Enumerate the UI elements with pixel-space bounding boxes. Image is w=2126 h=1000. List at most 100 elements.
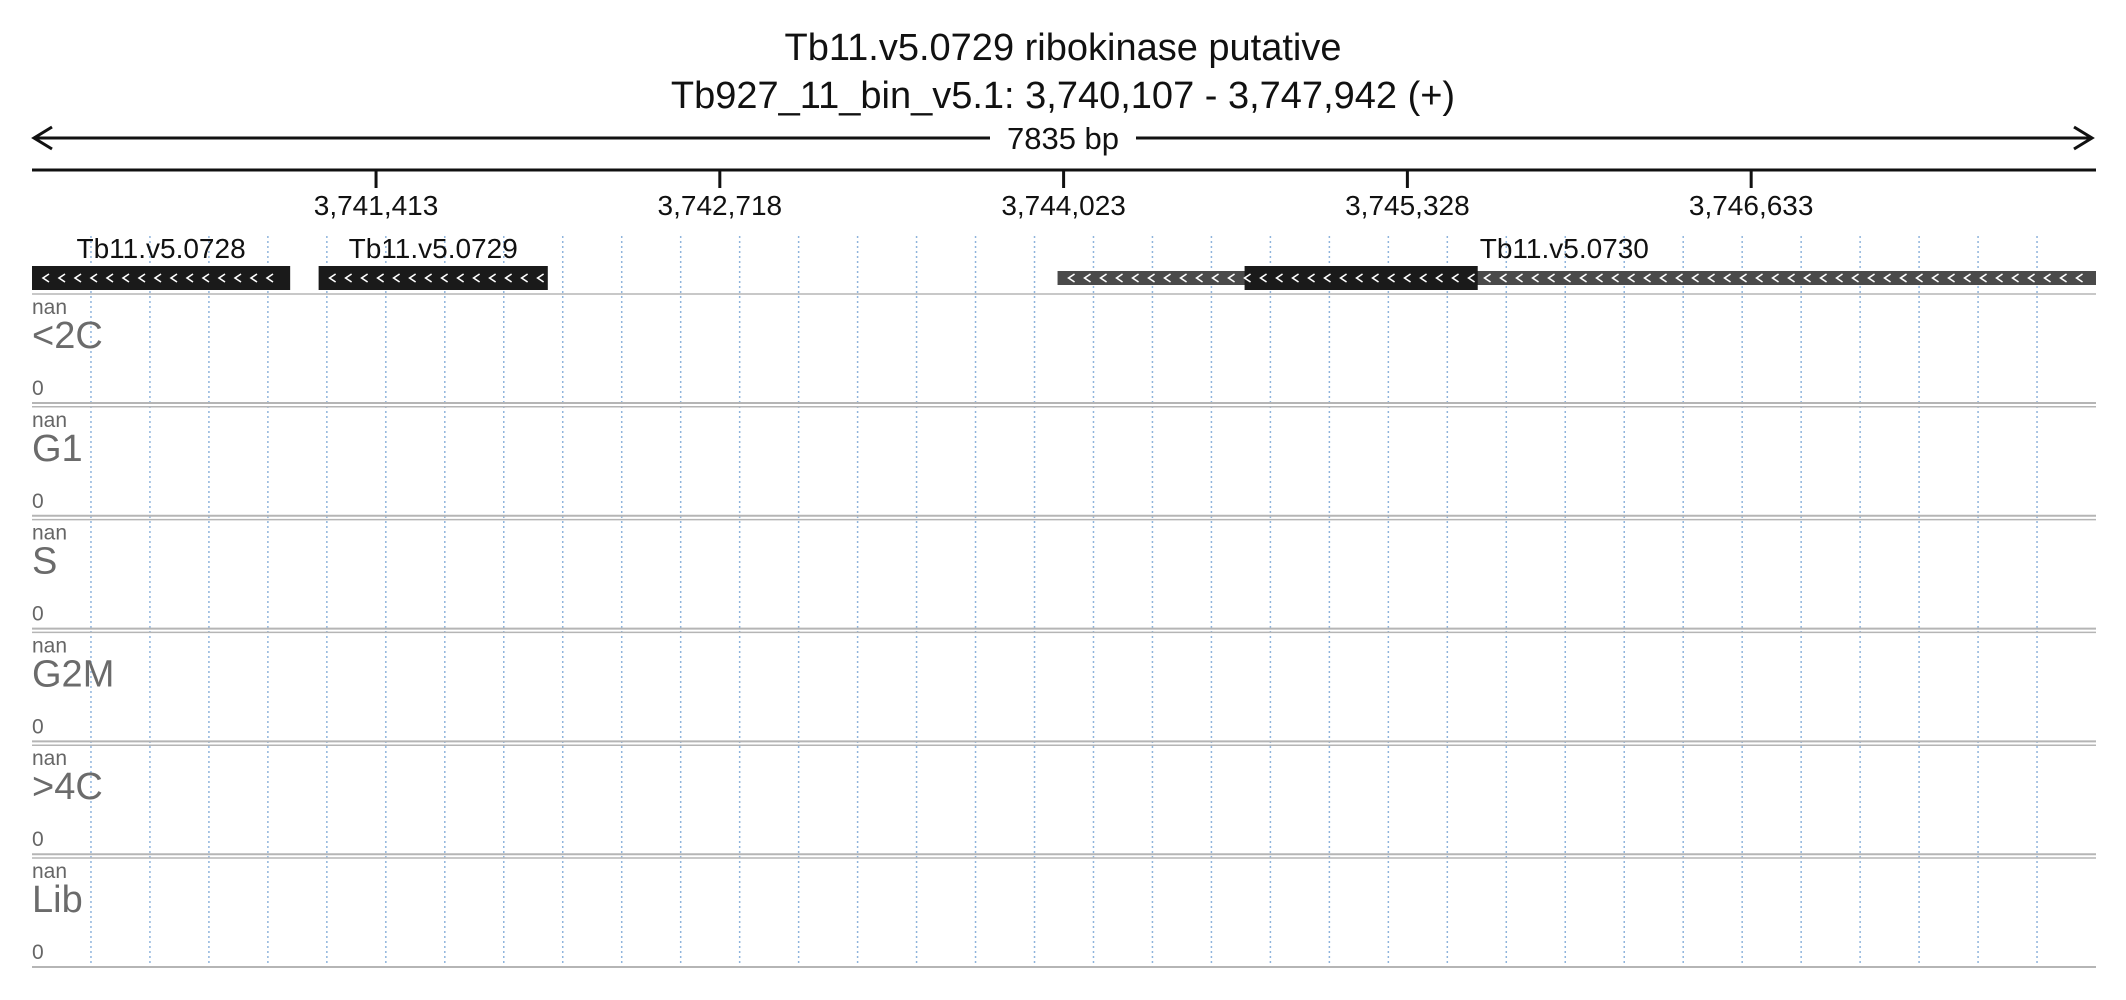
feature-title: Tb11.v5.0729 ribokinase putative xyxy=(785,27,1342,69)
strand-chevron-icon xyxy=(1931,273,1939,283)
track-name: <2C xyxy=(32,315,103,357)
strand-chevron-icon xyxy=(1131,273,1139,283)
strand-chevron-icon xyxy=(1115,273,1123,283)
strand-chevron-icon xyxy=(249,273,258,283)
gene-label: Tb11.v5.0730 xyxy=(1480,233,1649,264)
strand-chevron-icon xyxy=(1275,273,1283,283)
strand-chevron-icon xyxy=(2043,273,2051,283)
track-min-label: 0 xyxy=(32,490,44,513)
gene-Tb11.v5.0729[interactable]: Tb11.v5.0729 xyxy=(318,233,548,290)
strand-chevron-icon xyxy=(1947,273,1955,283)
strand-chevron-icon xyxy=(233,273,242,283)
track-max-label: nan xyxy=(32,296,67,319)
strand-chevron-icon xyxy=(185,273,194,283)
span-arrow-left-icon xyxy=(31,125,53,151)
track-max-label: nan xyxy=(32,409,67,432)
track-max-label: nan xyxy=(32,747,67,770)
strand-chevron-icon xyxy=(169,273,178,283)
track-name: S xyxy=(32,541,57,583)
strand-chevron-icon xyxy=(1531,273,1539,283)
strand-chevron-icon xyxy=(392,273,401,283)
span-length-label: 7835 bp xyxy=(1007,121,1119,156)
region-subtitle: Tb927_11_bin_v5.1: 3,740,107 - 3,747,942… xyxy=(671,75,1455,117)
gene-cds-bar xyxy=(318,266,548,290)
strand-chevron-icon xyxy=(408,273,417,283)
track-min-label: 0 xyxy=(32,377,44,400)
track-min-label: 0 xyxy=(32,715,44,738)
strand-chevron-icon xyxy=(1419,273,1427,283)
ruler-tick-label: 3,741,413 xyxy=(314,190,439,221)
track-max-label: nan xyxy=(32,634,67,657)
strand-chevron-icon xyxy=(1803,273,1811,283)
strand-chevron-icon xyxy=(1563,273,1571,283)
strand-chevron-icon xyxy=(1899,273,1907,283)
strand-chevron-icon xyxy=(1371,273,1379,283)
track-0: nan<2C 0 xyxy=(32,293,2096,404)
strand-chevron-icon xyxy=(1179,273,1187,283)
strand-chevron-icon xyxy=(1387,273,1395,283)
strand-chevron-icon xyxy=(488,273,497,283)
strand-chevron-icon xyxy=(89,273,98,283)
strand-chevron-icon xyxy=(1163,273,1171,283)
strand-chevron-icon xyxy=(1211,273,1219,283)
gene-label: Tb11.v5.0728 xyxy=(76,233,245,264)
strand-chevron-icon xyxy=(2075,273,2083,283)
strand-chevron-icon xyxy=(1435,273,1443,283)
track-name: Lib xyxy=(32,879,83,921)
track-min-label: 0 xyxy=(32,828,44,851)
strand-chevron-icon xyxy=(1787,273,1795,283)
strand-chevron-icon xyxy=(1819,273,1827,283)
strand-chevron-icon xyxy=(1067,273,1075,283)
header: Tb11.v5.0729 ribokinase putative Tb927_1… xyxy=(671,27,1455,117)
strand-chevron-icon xyxy=(1627,273,1635,283)
span-indicator: 7835 bp xyxy=(31,121,2095,156)
strand-chevron-icon xyxy=(1995,273,2003,283)
track-max-label: nan xyxy=(32,860,67,883)
strand-chevron-icon xyxy=(1451,273,1459,283)
strand-chevron-icon xyxy=(1691,273,1699,283)
strand-chevron-icon xyxy=(1083,273,1091,283)
strand-chevron-icon xyxy=(1307,273,1315,283)
strand-chevron-icon xyxy=(1867,273,1875,283)
strand-chevron-icon xyxy=(2027,273,2035,283)
strand-chevron-icon xyxy=(121,273,130,283)
track-4: nan>4C 0 xyxy=(32,744,2096,856)
strand-chevron-icon xyxy=(504,273,513,283)
strand-chevron-icon xyxy=(73,273,82,283)
strand-chevron-icon xyxy=(1675,273,1683,283)
strand-chevron-icon xyxy=(201,273,210,283)
strand-chevron-icon xyxy=(440,273,449,283)
strand-chevron-icon xyxy=(520,273,529,283)
strand-chevron-icon xyxy=(1979,273,1987,283)
strand-chevron-icon xyxy=(2059,273,2067,283)
strand-chevron-icon xyxy=(1483,273,1491,283)
track-name: G1 xyxy=(32,428,83,470)
strand-chevron-icon xyxy=(1259,273,1267,283)
strand-chevron-icon xyxy=(1883,273,1891,283)
ruler-tick-label: 3,742,718 xyxy=(658,190,783,221)
gene-label: Tb11.v5.0729 xyxy=(349,233,518,264)
strand-chevron-icon xyxy=(1579,273,1587,283)
gene-Tb11.v5.0728[interactable]: Tb11.v5.0728 xyxy=(32,233,291,290)
strand-chevron-icon xyxy=(1963,273,1971,283)
track-name: G2M xyxy=(32,653,114,695)
strand-chevron-icon xyxy=(1147,273,1155,283)
strand-chevron-icon xyxy=(41,273,50,283)
strand-chevron-icon xyxy=(137,273,146,283)
strand-chevron-icon xyxy=(265,273,274,283)
strand-chevron-icon xyxy=(1547,273,1555,283)
strand-chevron-icon xyxy=(328,273,337,283)
strand-chevron-icon xyxy=(1227,273,1235,283)
gene-Tb11.v5.0730[interactable]: Tb11.v5.0730 xyxy=(1057,233,2096,290)
strand-chevron-icon xyxy=(1739,273,1747,283)
track-name: >4C xyxy=(32,766,103,808)
grid-lines xyxy=(90,236,2038,964)
strand-chevron-icon xyxy=(1755,273,1763,283)
strand-chevron-icon xyxy=(1515,273,1523,283)
strand-chevron-icon xyxy=(1243,273,1251,283)
strand-chevron-icon xyxy=(1851,273,1859,283)
coordinate-ruler: 3,741,413 3,742,718 3,744,023 3,745,328 3,74… xyxy=(32,168,2096,221)
